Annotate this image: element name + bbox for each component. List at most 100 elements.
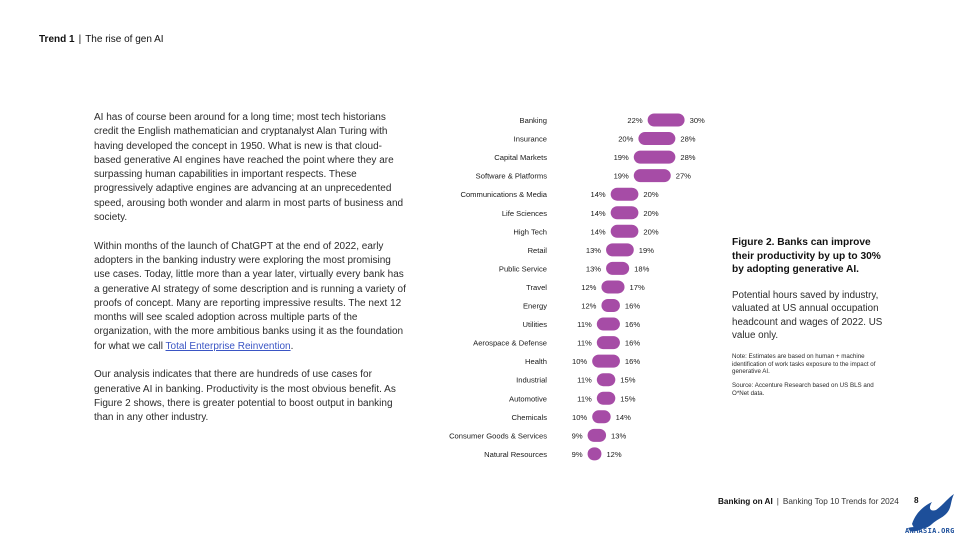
figure-description: Potential hours saved by industry, valua… <box>732 289 883 342</box>
range-bar <box>606 261 630 275</box>
low-value-label: 19% <box>614 153 629 162</box>
high-value-label: 13% <box>611 431 626 440</box>
low-value-label: 11% <box>577 320 592 329</box>
category-label: Communications & Media <box>460 190 547 199</box>
category-label: Industrial <box>516 376 547 385</box>
low-value-label: 14% <box>590 209 605 218</box>
category-label: Consumer Goods & Services <box>449 431 547 440</box>
footer-title: Banking Top 10 Trends for 2024 <box>782 497 899 506</box>
high-value-label: 16% <box>625 320 640 329</box>
high-value-label: 27% <box>676 172 691 181</box>
category-label: Software & Platforms <box>476 172 548 181</box>
low-value-label: 9% <box>572 450 583 459</box>
high-value-label: 15% <box>620 394 635 403</box>
category-label: Aerospace & Defense <box>473 339 547 348</box>
range-bar <box>587 428 607 442</box>
productivity-range-chart: Banking 22% 30% Insurance 20% 28% Capital Mark… <box>449 113 705 461</box>
category-label: Health <box>525 357 547 366</box>
header-title: The rise of gen AI <box>85 34 164 45</box>
figure-note: Note: Estimates are based on human + mac… <box>732 352 876 376</box>
range-bar <box>610 187 639 201</box>
range-bar <box>633 150 676 164</box>
high-value-label: 16% <box>625 302 640 311</box>
category-label: Travel <box>526 283 547 292</box>
high-value-label: 20% <box>643 209 658 218</box>
paragraph-2-text: Within months of the launch of ChatGPT a… <box>94 240 406 352</box>
low-value-label: 13% <box>586 264 601 273</box>
paragraph-1: AI has of course been around for a long … <box>94 112 404 224</box>
low-value-label: 14% <box>590 227 605 236</box>
high-value-label: 28% <box>680 153 695 162</box>
range-bar <box>596 317 620 331</box>
range-bar <box>601 280 625 294</box>
footer-separator: | <box>776 497 779 506</box>
category-label: Automotive <box>509 394 547 403</box>
logo-text: ANMASIA.ORG <box>905 527 955 535</box>
footer-brand: Banking on AI <box>718 497 773 506</box>
range-bar <box>592 410 611 424</box>
high-value-label: 17% <box>630 283 645 292</box>
range-bar <box>596 391 616 405</box>
range-bar <box>596 336 620 350</box>
page-footer: Banking on AI | Banking Top 10 Trends for … <box>718 497 899 506</box>
category-label: High Tech <box>513 227 547 236</box>
low-value-label: 20% <box>618 135 633 144</box>
category-label: Retail <box>528 246 548 255</box>
low-value-label: 12% <box>581 283 596 292</box>
figure-title: Figure 2. Banks can improve their produc… <box>732 237 881 275</box>
total-enterprise-reinvention-link[interactable]: Total Enterprise Reinvention <box>165 340 291 352</box>
low-value-label: 11% <box>577 376 592 385</box>
page-number: 8 <box>914 496 919 505</box>
range-bar <box>592 354 620 368</box>
high-value-label: 28% <box>680 135 695 144</box>
header-separator: | <box>78 34 82 45</box>
high-value-label: 16% <box>625 357 640 366</box>
category-label: Life Sciences <box>502 209 547 218</box>
low-value-label: 12% <box>581 302 596 311</box>
range-bar <box>638 132 676 146</box>
high-value-label: 30% <box>690 116 705 125</box>
category-label: Natural Resources <box>484 450 547 459</box>
page-header: Trend 1 | The rise of gen AI <box>39 34 164 45</box>
low-value-label: 13% <box>586 246 601 255</box>
low-value-label: 9% <box>572 431 583 440</box>
category-label: Energy <box>523 302 547 311</box>
paragraph-3: Our analysis indicates that there are hu… <box>94 369 396 424</box>
low-value-label: 10% <box>572 357 587 366</box>
trend-label: Trend 1 <box>39 34 75 45</box>
category-label: Utilities <box>523 320 548 329</box>
dragon-logo-icon <box>908 494 954 532</box>
range-bar <box>610 206 639 220</box>
low-value-label: 14% <box>590 190 605 199</box>
range-bar <box>601 299 620 312</box>
low-value-label: 19% <box>614 172 629 181</box>
high-value-label: 18% <box>634 264 649 273</box>
range-bar <box>633 169 671 183</box>
low-value-label: 22% <box>627 116 642 125</box>
low-value-label: 11% <box>577 339 592 348</box>
high-value-label: 16% <box>625 339 640 348</box>
category-label: Capital Markets <box>494 153 547 162</box>
paragraph-2: Within months of the launch of ChatGPT a… <box>94 240 406 354</box>
low-value-label: 11% <box>577 394 592 403</box>
category-label: Insurance <box>514 135 547 144</box>
body-text: AI has of course been around for a long … <box>94 111 406 440</box>
range-bar <box>647 113 685 127</box>
paragraph-2-end: . <box>290 340 294 352</box>
range-bar <box>596 373 616 387</box>
category-label: Banking <box>520 116 547 125</box>
range-bar <box>610 224 639 238</box>
high-value-label: 14% <box>616 413 631 422</box>
figure-source: Source: Accenture Research based on US B… <box>732 382 874 398</box>
high-value-label: 20% <box>643 190 658 199</box>
category-label: Public Service <box>499 264 547 273</box>
low-value-label: 10% <box>572 413 587 422</box>
high-value-label: 19% <box>639 246 654 255</box>
category-label: Chemicals <box>512 413 548 422</box>
range-bar <box>606 243 634 257</box>
high-value-label: 15% <box>620 376 635 385</box>
high-value-label: 20% <box>643 227 658 236</box>
figure-caption: Figure 2. Banks can improve their produc… <box>732 236 892 398</box>
range-bar <box>587 447 602 461</box>
high-value-label: 12% <box>606 450 621 459</box>
